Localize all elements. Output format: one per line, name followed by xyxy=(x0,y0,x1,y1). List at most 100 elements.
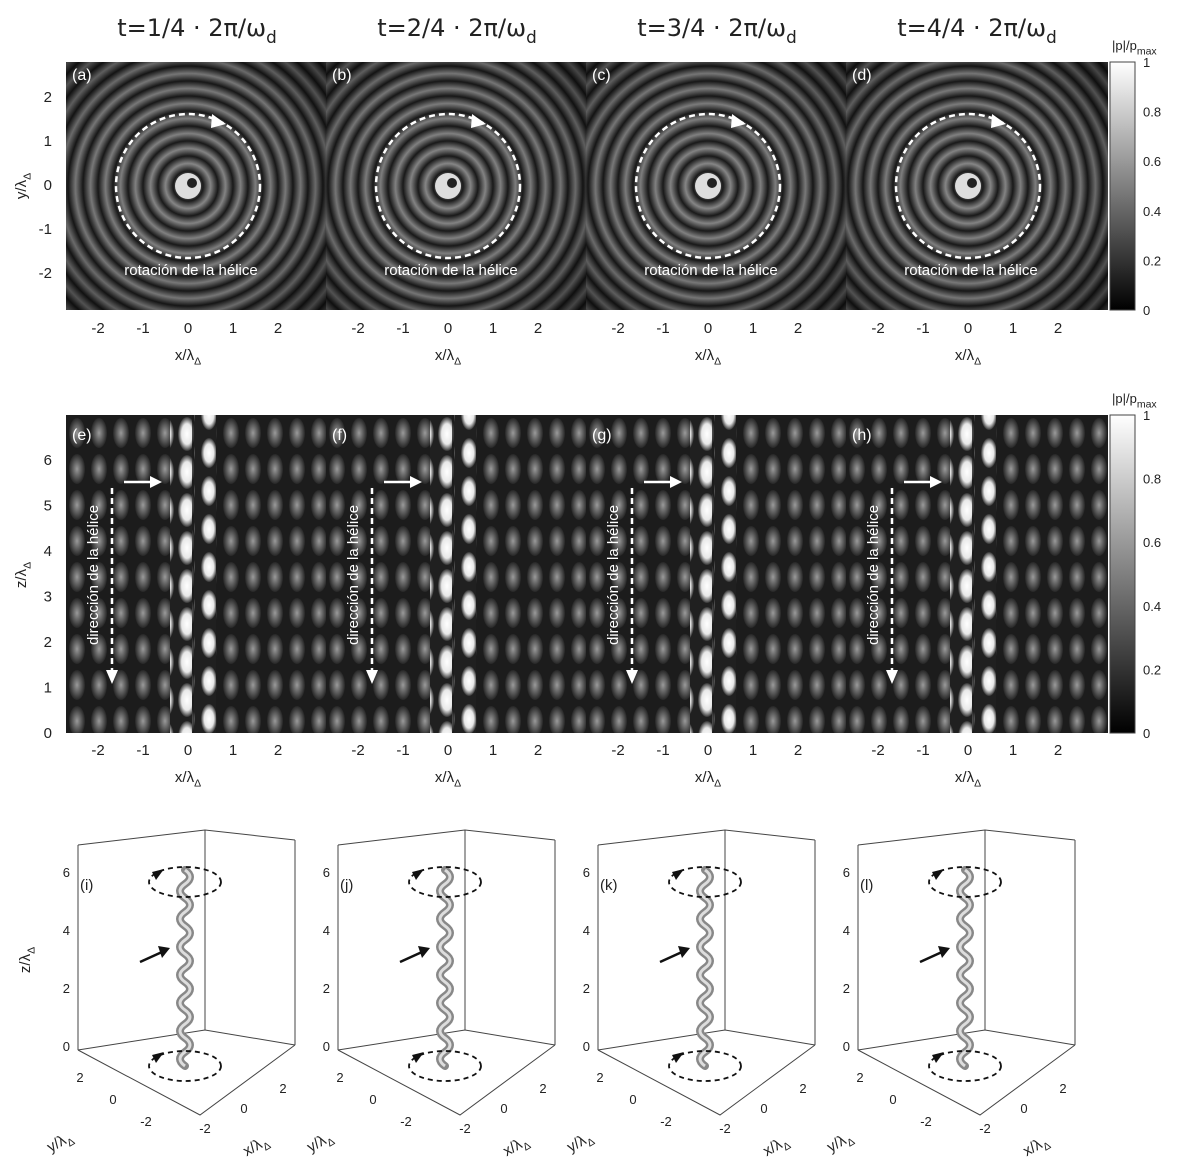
x-tick-label: 2 xyxy=(794,742,802,759)
text: 6 xyxy=(583,865,590,880)
text: 2 xyxy=(843,981,850,996)
z-tick-label: 2 xyxy=(63,981,70,996)
text: (i) xyxy=(80,877,93,894)
z-tick-label: 4 xyxy=(323,923,330,938)
panel-label: (j) xyxy=(340,877,353,894)
text: 0 xyxy=(704,742,712,759)
x-tick-label: 0 xyxy=(444,320,452,337)
text: 0 xyxy=(369,1092,376,1107)
text: -2 xyxy=(611,742,624,759)
text: -1 xyxy=(136,320,149,337)
annotation: rotación de la hélice xyxy=(644,262,777,279)
y-tick-label: 0 xyxy=(109,1092,116,1107)
helix-3d xyxy=(598,830,815,1115)
x-tick-label: 2 xyxy=(799,1081,806,1096)
text: 2 xyxy=(794,320,802,337)
y-tick-label: 0 xyxy=(629,1092,636,1107)
x-tick-label: 0 xyxy=(184,320,192,337)
subscript: d xyxy=(1046,27,1057,47)
subscript: Δ xyxy=(194,778,201,790)
x-tick-label: 2 xyxy=(1054,320,1062,337)
text: 0.4 xyxy=(1143,599,1161,614)
text: dirección de la hélice xyxy=(345,505,362,645)
text: 0 xyxy=(109,1092,116,1107)
text: -2 xyxy=(91,742,104,759)
x-axis-label: x/λΔ xyxy=(695,769,721,790)
x-axis-label: x/λΔ xyxy=(435,769,461,790)
subscript: Δ xyxy=(22,173,34,180)
text: 1 xyxy=(1009,320,1017,337)
text: x/λ xyxy=(175,347,195,364)
text: -2 xyxy=(400,1114,412,1129)
text: (d) xyxy=(852,67,872,84)
x-tick-label: -1 xyxy=(396,742,409,759)
colorbar-tick-label: 0 xyxy=(1143,726,1150,741)
text: -2 xyxy=(871,320,884,337)
text: 0 xyxy=(964,742,972,759)
colorbar xyxy=(1110,62,1135,310)
x-tick-label: -2 xyxy=(979,1121,991,1136)
text: y/λ xyxy=(13,179,30,199)
annotation: dirección de la hélice xyxy=(865,505,882,645)
heatmap-xz xyxy=(326,415,588,733)
heatmap-xz xyxy=(586,415,848,733)
x-tick-label: -2 xyxy=(351,320,364,337)
y-tick-label: -2 xyxy=(400,1114,412,1129)
colorbar xyxy=(1110,415,1135,733)
x-tick-label: 1 xyxy=(1009,320,1017,337)
y-axis-label: y/λΔ xyxy=(304,1128,337,1159)
text: t=3/4 · 2π/ω xyxy=(637,14,786,42)
text: 1 xyxy=(44,680,52,697)
text: x/λ xyxy=(695,347,715,364)
text: -1 xyxy=(656,320,669,337)
text: 6 xyxy=(323,865,330,880)
z-tick-label: 4 xyxy=(44,543,52,560)
text: rotación de la hélice xyxy=(384,262,517,279)
x-axis-label: x/λΔ xyxy=(500,1132,533,1163)
colorbar-tick-label: 0.2 xyxy=(1143,253,1161,268)
panel-label: (k) xyxy=(600,877,618,894)
text: (c) xyxy=(592,67,611,84)
text: 1 xyxy=(749,742,757,759)
colorbar-tick-label: 1 xyxy=(1143,408,1150,423)
x-tick-label: -2 xyxy=(199,1121,211,1136)
text: -1 xyxy=(396,320,409,337)
x-tick-label: 2 xyxy=(274,320,282,337)
text: 0 xyxy=(704,320,712,337)
z-tick-label: 6 xyxy=(583,865,590,880)
subscript: Δ xyxy=(974,356,981,368)
column-title: t=3/4 · 2π/ωd xyxy=(637,14,797,47)
text: (h) xyxy=(852,427,872,444)
text: 0 xyxy=(1143,726,1150,741)
x-tick-label: -2 xyxy=(871,742,884,759)
helix-3d xyxy=(78,830,295,1115)
text: 2 xyxy=(1059,1081,1066,1096)
text: -2 xyxy=(920,1114,932,1129)
subscript: d xyxy=(266,27,277,47)
y-axis-label: y/λΔ xyxy=(564,1128,597,1159)
colorbar-label: |p|/pmax xyxy=(1112,38,1157,58)
text: 2 xyxy=(279,1081,286,1096)
z-tick-label: 4 xyxy=(843,923,850,938)
text: 3 xyxy=(44,589,52,606)
subscript: Δ xyxy=(22,562,34,569)
text: 2 xyxy=(799,1081,806,1096)
text: x/λ xyxy=(435,769,455,786)
panel-label: (a) xyxy=(72,67,92,84)
text: 0.6 xyxy=(1143,535,1161,550)
text: x/λ xyxy=(500,1135,526,1160)
text: 2 xyxy=(596,1070,603,1085)
text: rotación de la hélice xyxy=(644,262,777,279)
z-axis-label: z/λΔ xyxy=(13,562,34,588)
text: 4 xyxy=(583,923,590,938)
text: (e) xyxy=(72,427,92,444)
text: 1 xyxy=(1143,55,1150,70)
y-tick-label: 0 xyxy=(889,1092,896,1107)
panel-label: (d) xyxy=(852,67,872,84)
x-tick-label: 2 xyxy=(279,1081,286,1096)
x-tick-label: -2 xyxy=(611,320,624,337)
x-tick-label: -1 xyxy=(136,320,149,337)
x-tick-label: -2 xyxy=(91,320,104,337)
x-tick-label: 0 xyxy=(704,320,712,337)
text: -2 xyxy=(871,742,884,759)
